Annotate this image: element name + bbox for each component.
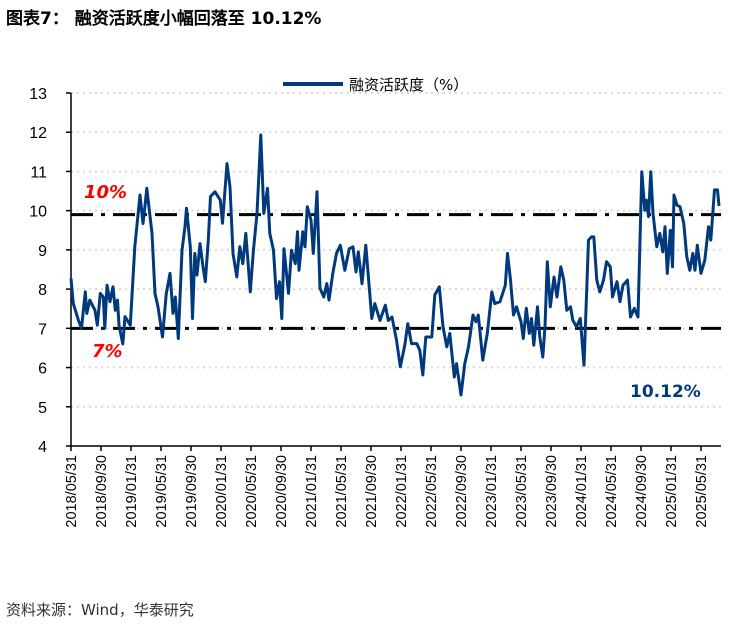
x-tick-label: 2023/09/30	[544, 455, 560, 528]
x-tick-label: 2022/01/31	[394, 455, 410, 528]
series-line-margin-activity	[69, 133, 721, 397]
y-tick-label: 8	[38, 282, 47, 299]
reference-label-7pct: 7%	[92, 341, 123, 362]
x-tick-label: 2023/05/31	[514, 455, 530, 528]
x-tick-label: 2021/01/31	[304, 455, 320, 528]
reference-lines	[71, 213, 721, 330]
y-tick-label: 11	[30, 164, 47, 181]
y-tick-label: 6	[38, 361, 47, 378]
x-tick-label: 2025/05/31	[694, 455, 710, 528]
x-tick-label: 2020/01/31	[214, 455, 230, 528]
x-tick-label: 2024/01/31	[574, 455, 590, 528]
legend-label: 融资活跃度（%）	[349, 76, 468, 94]
x-tick-label: 2022/05/31	[424, 455, 440, 528]
gridlines	[71, 92, 721, 408]
x-tick-label: 2021/09/30	[364, 455, 380, 528]
last-value-annotation: 10.12%	[630, 382, 701, 402]
chart-title: 图表7： 融资活跃度小幅回落至 10.12%	[6, 9, 322, 29]
x-tick-label: 2020/09/30	[274, 455, 290, 528]
y-tick-label: 5	[38, 400, 47, 417]
x-tick-label: 2022/09/30	[454, 455, 470, 528]
x-tick-label: 2020/05/31	[244, 455, 260, 528]
legend: 融资活跃度（%）	[283, 76, 468, 94]
x-tick-label: 2023/01/31	[484, 455, 500, 528]
x-tick-label: 2019/09/30	[184, 455, 200, 528]
reference-label-10pct: 10%	[84, 182, 127, 203]
y-tick-label: 7	[38, 321, 47, 338]
x-tick-labels: 2018/05/31 2018/09/30 2019/01/31 2019/05/31…	[64, 455, 710, 528]
x-tick-label: 2024/05/31	[604, 455, 620, 528]
source-note: 资料来源：Wind，华泰研究	[6, 601, 194, 619]
y-tick-label: 12	[29, 125, 47, 142]
x-tick-label: 2019/01/31	[124, 455, 140, 528]
y-tick-labels: 4 5 6 7 8 9 10 11 12 13	[29, 86, 47, 456]
x-tick-label: 2025/01/31	[664, 455, 680, 528]
y-tick-label: 10	[29, 204, 47, 221]
y-tick-label: 9	[38, 243, 47, 260]
x-tick-label: 2018/09/30	[94, 455, 110, 528]
y-tick-label: 4	[38, 439, 47, 456]
axes	[66, 92, 721, 451]
x-tick-label: 2024/09/30	[634, 455, 650, 528]
x-tick-label: 2018/05/31	[64, 455, 80, 528]
x-tick-label: 2021/05/31	[334, 455, 350, 528]
y-tick-label: 13	[29, 86, 47, 103]
x-tick-label: 2019/05/31	[154, 455, 170, 528]
